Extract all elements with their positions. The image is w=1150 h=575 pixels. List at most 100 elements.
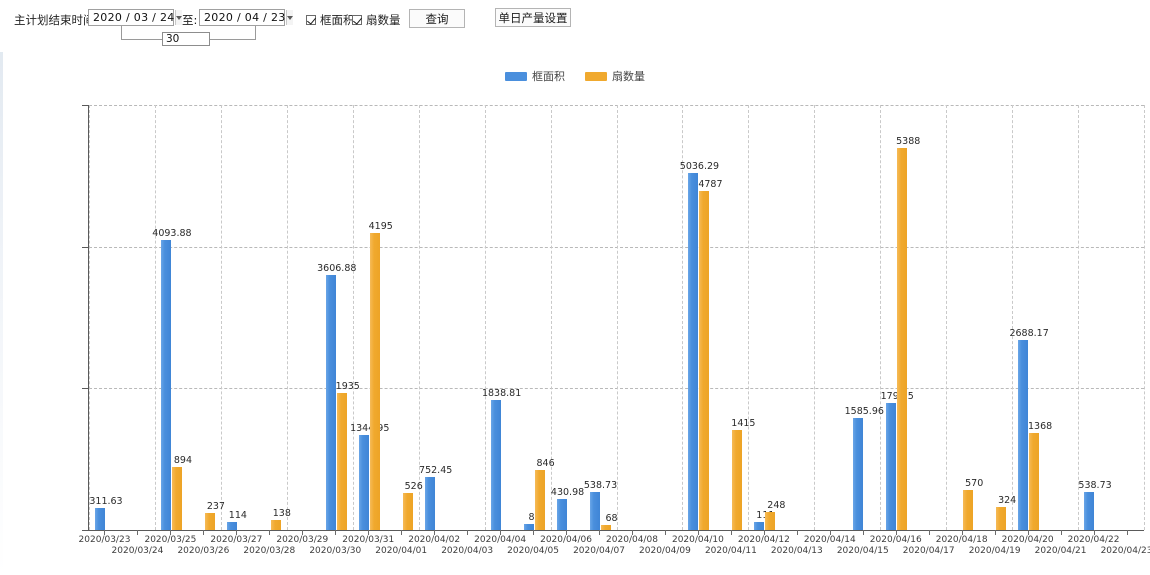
x-axis-tick [1027,530,1029,535]
gridline-vertical [1144,105,1145,530]
x-axis-tick-label: 2020/04/15 [836,546,889,556]
x-axis-tick-label: 2020/03/26 [177,546,230,556]
bar-value-label: 4093.88 [152,228,192,240]
x-axis-tick [302,530,304,535]
chart-bar[interactable] [732,429,743,530]
x-axis-tick [895,530,897,535]
x-axis-tick-label: 2020/03/29 [276,535,329,545]
x-axis-tick-label: 2020/03/23 [78,535,131,545]
x-axis-tick [500,530,502,535]
start-date-field[interactable]: 2020 / 03 / 24 [88,9,182,26]
chart-bar[interactable] [853,417,864,530]
gridline-vertical [880,105,882,530]
query-button[interactable]: 查询 [409,9,465,28]
legend-label-frame-area: 框面积 [532,70,565,83]
end-date-field[interactable]: 2020 / 04 / 23 [199,9,293,26]
chart-bar[interactable] [424,476,435,530]
gridline-vertical [418,105,420,530]
chart-bar[interactable] [160,240,171,530]
bar-value-label: 1585.96 [844,405,884,417]
y-axis-tick [82,530,89,531]
chart-bar[interactable] [369,232,380,530]
chart-bar[interactable] [600,525,611,530]
checkbox-frame-area-box[interactable] [306,15,316,25]
bar-value-label: 5388 [896,136,921,148]
left-accent-strip [0,0,3,575]
chart-bar[interactable] [1018,339,1029,530]
checkbox-fan-count[interactable]: 扇数量 [352,12,401,28]
chart-bar[interactable] [94,507,105,530]
x-axis-tick-label: 2020/04/06 [540,535,592,545]
chart-bar[interactable] [996,507,1007,530]
bar-value-label: 248 [767,500,786,512]
bar-value-label: 894 [173,454,192,466]
daily-output-setting-button[interactable]: 单日产量设置 [495,8,571,27]
chart-bar[interactable] [556,499,567,530]
legend-item-1[interactable]: 扇数量 [585,68,645,84]
x-axis-tick [434,530,436,535]
chart-bar[interactable] [1084,491,1095,530]
x-axis-tick-label: 2020/04/18 [935,535,988,545]
gridline-vertical [1012,105,1014,530]
gridline-vertical [89,105,90,530]
chart-bar[interactable] [171,466,182,530]
x-axis-tick [1126,530,1128,535]
gridline-vertical [484,105,486,530]
legend-item-0[interactable]: 框面积 [505,68,565,84]
chart-bar[interactable] [699,190,710,530]
plot-area[interactable]: 311.634093.881143606.881344.95752.451838… [82,105,1145,531]
bar-value-label: 526 [404,480,423,492]
x-axis-tick-label: 2020/04/17 [902,546,955,556]
bar-value-label: 1415 [731,417,756,429]
checkbox-frame-area[interactable]: 框面积 [306,12,355,28]
x-axis-tick [599,530,601,535]
x-axis-tick [697,530,699,535]
bar-value-label: 2688.17 [1009,327,1049,339]
chart-bar[interactable] [1029,433,1040,530]
checkbox-fan-count-box[interactable] [352,15,362,25]
x-axis-tick-label: 2020/03/28 [243,546,296,556]
chevron-down-icon[interactable] [174,10,182,25]
x-axis-tick-label: 2020/04/04 [474,535,527,545]
chart-bar[interactable] [402,492,413,530]
x-axis-tick [1093,530,1095,535]
x-axis-tick-label: 2020/03/30 [309,546,362,556]
chart-bar[interactable] [523,524,534,530]
x-axis-tick-label: 2020/04/09 [639,546,691,556]
x-axis-tick [137,530,139,535]
x-axis-tick [928,530,930,535]
x-axis-tick-label: 2020/04/05 [507,546,560,556]
x-axis-tick-label: 2020/03/25 [144,535,197,545]
chart-bar[interactable] [534,470,545,530]
bar-value-label: 538.73 [583,479,618,491]
y-axis-tick [82,388,89,390]
chart-bar[interactable] [204,513,215,530]
bar-value-label: 752.45 [419,464,453,476]
x-axis-tick [730,530,732,535]
y-axis-tick [82,246,89,248]
x-axis-tick [796,530,798,535]
chart-bar[interactable] [270,520,281,530]
chart-bar[interactable] [325,274,336,530]
x-axis-tick-label: 2020/03/31 [342,535,395,545]
chart-bar[interactable] [886,402,897,530]
chart-bar[interactable] [358,434,369,530]
chart-bar[interactable] [490,399,501,530]
chart-bar[interactable] [765,512,776,530]
chevron-down-icon[interactable] [285,10,293,25]
gridline-vertical [220,105,222,530]
end-date-value: 2020 / 04 / 23 [204,11,286,24]
y-axis-tick [82,105,89,106]
chart-bar[interactable] [897,148,908,530]
x-axis-tick-label: 2020/03/24 [111,546,164,556]
chart-bar[interactable] [688,173,699,530]
x-axis-tick [236,530,238,535]
chart-bar[interactable] [754,522,765,530]
chart-bar[interactable] [963,489,974,530]
x-axis-tick [335,530,337,535]
chart-bar[interactable] [226,521,237,530]
x-axis-tick-label: 2020/04/21 [1034,546,1087,556]
chart-bar[interactable] [589,491,600,530]
range-days-input[interactable]: 30 [162,32,210,46]
chart-bar[interactable] [336,392,347,530]
